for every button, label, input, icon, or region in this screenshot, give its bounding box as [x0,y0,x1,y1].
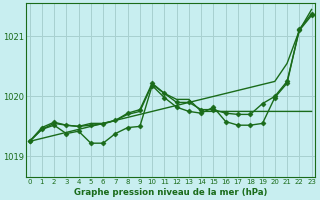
X-axis label: Graphe pression niveau de la mer (hPa): Graphe pression niveau de la mer (hPa) [74,188,267,197]
